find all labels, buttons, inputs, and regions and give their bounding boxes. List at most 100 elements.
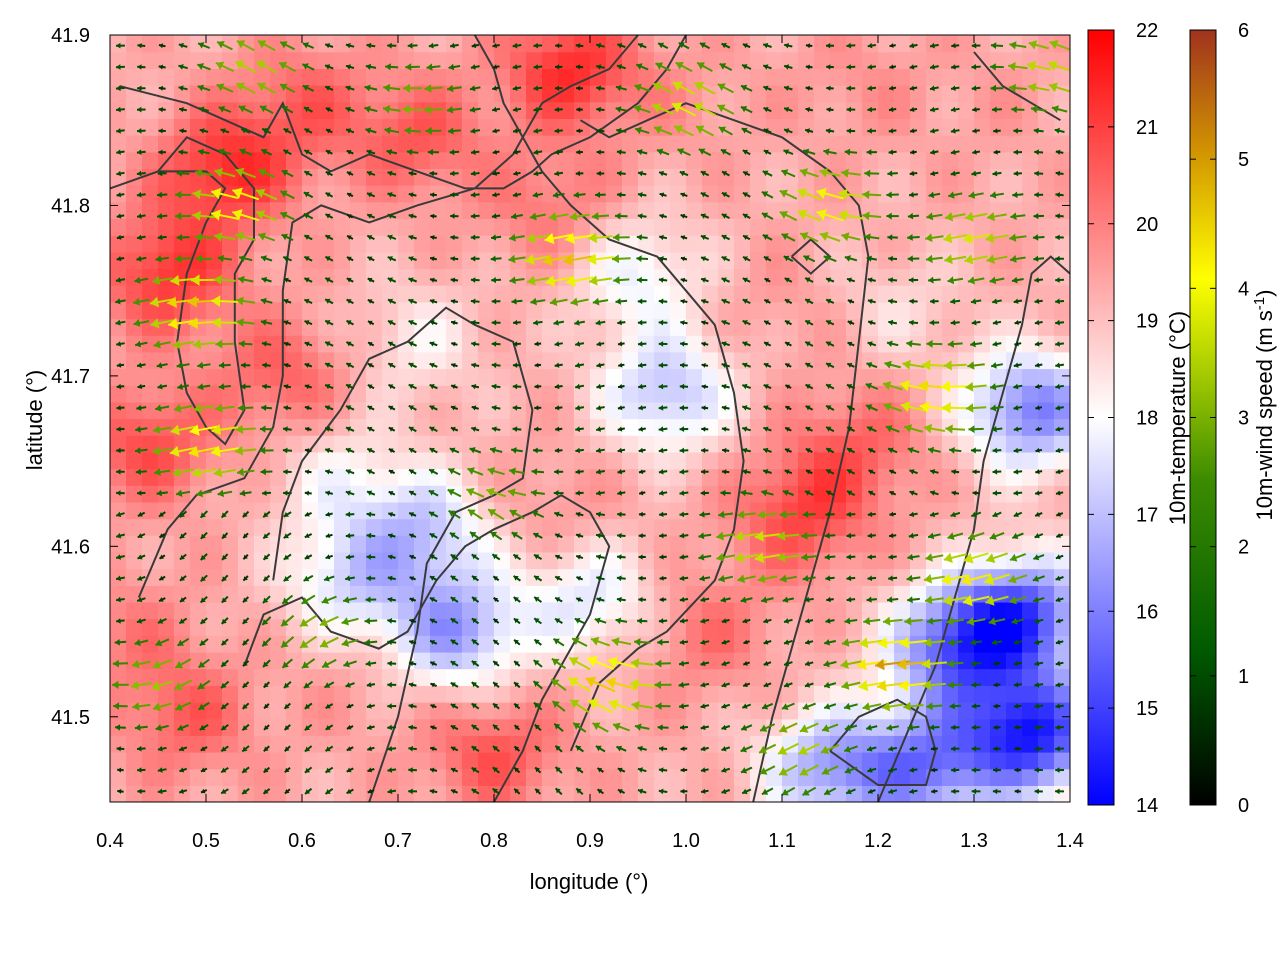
- heat-cell: [990, 118, 1007, 135]
- heat-cell: [382, 685, 399, 702]
- heat-cell: [702, 252, 719, 269]
- heat-cell: [910, 552, 927, 569]
- heat-cell: [462, 352, 479, 369]
- heat-cell: [686, 785, 703, 802]
- heat-cell: [734, 302, 751, 319]
- heat-cell: [494, 502, 511, 519]
- heat-cell: [334, 268, 351, 285]
- heat-cell: [846, 268, 863, 285]
- heat-cell: [526, 68, 543, 85]
- heat-cell: [142, 602, 159, 619]
- heat-cell: [526, 585, 543, 602]
- heat-cell: [798, 685, 815, 702]
- heat-cell: [1006, 735, 1023, 752]
- heat-cell: [158, 419, 175, 436]
- heat-cell: [910, 602, 927, 619]
- heat-cell: [414, 152, 431, 169]
- heat-cell: [830, 735, 847, 752]
- heat-cell: [350, 135, 367, 152]
- heat-cell: [238, 535, 255, 552]
- heat-cell: [238, 602, 255, 619]
- heat-cell: [382, 535, 399, 552]
- heat-cell: [590, 218, 607, 235]
- heat-cell: [462, 152, 479, 169]
- heat-cell: [478, 602, 495, 619]
- heat-cell: [638, 669, 655, 686]
- heat-cell: [766, 652, 783, 669]
- heat-cell: [414, 669, 431, 686]
- heat-cell: [382, 452, 399, 469]
- heat-cell: [350, 402, 367, 419]
- heat-cell: [654, 519, 671, 536]
- heat-cell: [878, 535, 895, 552]
- heat-cell: [110, 552, 127, 569]
- heat-cell: [1054, 135, 1071, 152]
- heat-cell: [238, 302, 255, 319]
- heat-cell: [702, 369, 719, 386]
- heat-cell: [446, 218, 463, 235]
- heat-cell: [590, 419, 607, 436]
- heat-cell: [766, 302, 783, 319]
- heat-cell: [142, 118, 159, 135]
- heat-cell: [510, 685, 527, 702]
- heat-cell: [110, 519, 127, 536]
- heat-cell: [126, 218, 143, 235]
- heat-cell: [414, 485, 431, 502]
- heat-cell: [910, 135, 927, 152]
- heat-cell: [894, 502, 911, 519]
- heat-cell: [686, 569, 703, 586]
- heat-cell: [478, 452, 495, 469]
- heat-cell: [958, 485, 975, 502]
- heat-cell: [1006, 669, 1023, 686]
- heat-cell: [302, 719, 319, 736]
- heat-cell: [286, 519, 303, 536]
- heat-cell: [398, 685, 415, 702]
- heat-cell: [750, 369, 767, 386]
- heat-cell: [174, 68, 191, 85]
- heat-cell: [1006, 118, 1023, 135]
- heat-cell: [702, 218, 719, 235]
- heat-cell: [990, 769, 1007, 786]
- heat-cell: [462, 685, 479, 702]
- heat-cell: [990, 319, 1007, 336]
- heat-cell: [958, 452, 975, 469]
- heat-cell: [878, 168, 895, 185]
- heat-cell: [318, 685, 335, 702]
- heat-cell: [766, 552, 783, 569]
- heat-cell: [686, 519, 703, 536]
- heat-cell: [318, 202, 335, 219]
- heat-cell: [974, 402, 991, 419]
- heat-cell: [958, 168, 975, 185]
- heat-cell: [734, 285, 751, 302]
- heat-cell: [734, 35, 751, 52]
- heat-cell: [190, 602, 207, 619]
- heat-cell: [222, 452, 239, 469]
- heat-cell: [974, 302, 991, 319]
- heat-cell: [1038, 352, 1055, 369]
- heat-cell: [942, 702, 959, 719]
- heat-cell: [766, 452, 783, 469]
- heat-cell: [718, 402, 735, 419]
- heat-cell: [830, 369, 847, 386]
- heat-cell: [990, 452, 1007, 469]
- heat-cell: [734, 652, 751, 669]
- heat-cell: [286, 419, 303, 436]
- heat-cell: [334, 752, 351, 769]
- heat-cell: [126, 519, 143, 536]
- heat-cell: [878, 452, 895, 469]
- heat-cell: [718, 669, 735, 686]
- heat-cell: [638, 68, 655, 85]
- heat-cell: [478, 769, 495, 786]
- heat-cell: [222, 702, 239, 719]
- heat-cell: [174, 669, 191, 686]
- heat-cell: [830, 402, 847, 419]
- heat-cell: [158, 569, 175, 586]
- heat-cell: [414, 118, 431, 135]
- heat-cell: [766, 419, 783, 436]
- heat-cell: [1006, 419, 1023, 436]
- heat-cell: [750, 385, 767, 402]
- heat-cell: [862, 752, 879, 769]
- heat-cell: [478, 719, 495, 736]
- heat-cell: [334, 785, 351, 802]
- heat-cell: [270, 302, 287, 319]
